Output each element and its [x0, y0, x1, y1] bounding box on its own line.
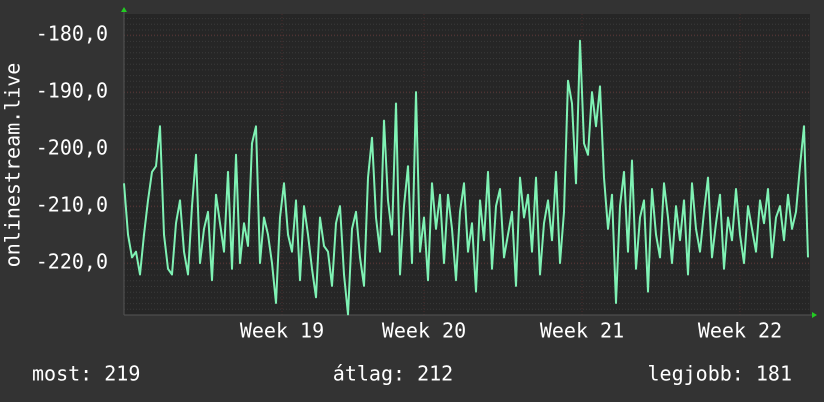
data-line	[123, 39, 809, 316]
y-tick-label: -180,0	[36, 22, 108, 46]
x-tick-label: Week 22	[698, 319, 782, 343]
x-tick-label: Week 21	[540, 319, 624, 343]
y-tick-label: -210,0	[36, 193, 108, 217]
y-tick-label: -190,0	[36, 79, 108, 103]
x-tick-label: Week 19	[240, 319, 324, 343]
footer-best: legjobb: 181	[648, 362, 793, 386]
y-axis-label: onlinestream.live	[1, 63, 25, 268]
y-tick-label: -220,0	[36, 250, 108, 274]
x-axis-arrow	[812, 312, 817, 318]
x-tick-label: Week 20	[382, 319, 466, 343]
y-tick-label: -200,0	[36, 136, 108, 160]
y-axis-arrow	[121, 7, 127, 12]
footer-current: most: 219	[32, 362, 140, 386]
footer-average: átlag: 212	[333, 362, 453, 386]
